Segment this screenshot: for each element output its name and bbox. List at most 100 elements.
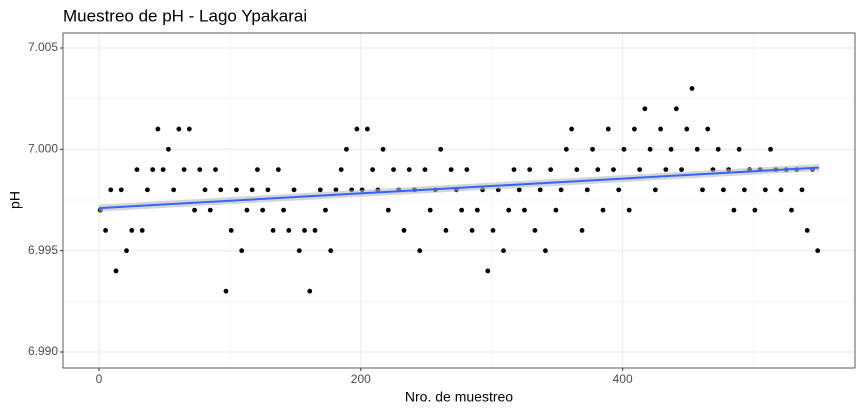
point: [417, 248, 423, 254]
point: [721, 187, 726, 193]
point: [658, 126, 663, 132]
point: [438, 146, 444, 152]
point: [563, 146, 569, 152]
point: [584, 187, 590, 193]
point: [689, 86, 695, 91]
point: [255, 167, 260, 172]
point: [715, 146, 721, 152]
point: [501, 248, 506, 254]
point: [815, 248, 821, 254]
point: [265, 187, 271, 193]
point: [632, 126, 637, 132]
point: [260, 207, 266, 213]
point: [700, 187, 705, 193]
point: [150, 167, 156, 172]
point: [731, 207, 737, 213]
point: [385, 207, 391, 213]
point: [249, 187, 255, 193]
point: [679, 167, 684, 172]
point: [532, 227, 538, 233]
point: [192, 207, 197, 213]
point: [741, 187, 747, 193]
point: [637, 167, 643, 172]
point: [595, 167, 601, 172]
point: [364, 126, 370, 132]
point: [553, 207, 559, 213]
point: [443, 227, 449, 233]
point: [537, 187, 543, 193]
point: [527, 167, 533, 172]
y-tick-label: 6.990: [28, 344, 58, 358]
point: [113, 268, 119, 274]
point: [286, 227, 292, 233]
trend-line: [98, 166, 820, 210]
point: [516, 187, 522, 193]
point: [490, 227, 496, 233]
point: [118, 187, 124, 193]
plot-border: [62, 32, 856, 369]
point: [668, 146, 674, 152]
point: [171, 187, 177, 193]
point: [370, 167, 375, 172]
point: [354, 126, 360, 132]
point: [548, 167, 554, 172]
point: [736, 146, 742, 152]
point: [401, 227, 407, 233]
point: [789, 207, 794, 213]
point: [213, 167, 218, 172]
point: [302, 227, 307, 233]
point: [391, 167, 396, 172]
point: [752, 207, 758, 213]
point: [448, 167, 454, 172]
point: [569, 126, 574, 132]
point: [673, 106, 679, 112]
point: [506, 207, 512, 213]
point: [307, 288, 313, 294]
point: [469, 227, 475, 233]
point: [652, 187, 658, 193]
point: [197, 167, 203, 172]
point: [574, 167, 580, 172]
point: [317, 187, 323, 193]
point: [239, 248, 245, 254]
point: [275, 167, 281, 172]
point: [108, 187, 114, 193]
point: [333, 187, 339, 193]
point: [579, 227, 585, 233]
point: [338, 167, 344, 172]
point: [511, 167, 517, 172]
point: [186, 126, 192, 132]
point: [768, 146, 773, 152]
point: [281, 207, 286, 213]
point: [328, 248, 334, 254]
point: [694, 146, 700, 152]
point: [139, 227, 145, 233]
point: [291, 187, 297, 193]
point: [590, 146, 595, 152]
point: [228, 227, 234, 233]
point: [474, 207, 480, 213]
point: [380, 146, 386, 152]
point: [323, 207, 328, 213]
point: [218, 187, 224, 193]
x-axis-title: Nro. de muestreo: [405, 389, 513, 405]
y-tick-label: 6.995: [28, 243, 58, 257]
point: [160, 167, 166, 172]
point: [134, 167, 140, 172]
point: [176, 126, 182, 132]
point: [684, 126, 690, 132]
point: [270, 227, 276, 233]
chart-title: Muestreo de pH - Lago Ypakarai: [63, 6, 307, 25]
point: [223, 288, 229, 294]
point: [600, 207, 606, 213]
point: [522, 207, 527, 213]
point: [663, 167, 669, 172]
point: [244, 207, 250, 213]
point: [626, 207, 632, 213]
point: [558, 187, 564, 193]
point: [543, 248, 548, 254]
x-tick-label: 0: [96, 372, 103, 386]
point: [312, 227, 318, 233]
point: [605, 126, 611, 132]
